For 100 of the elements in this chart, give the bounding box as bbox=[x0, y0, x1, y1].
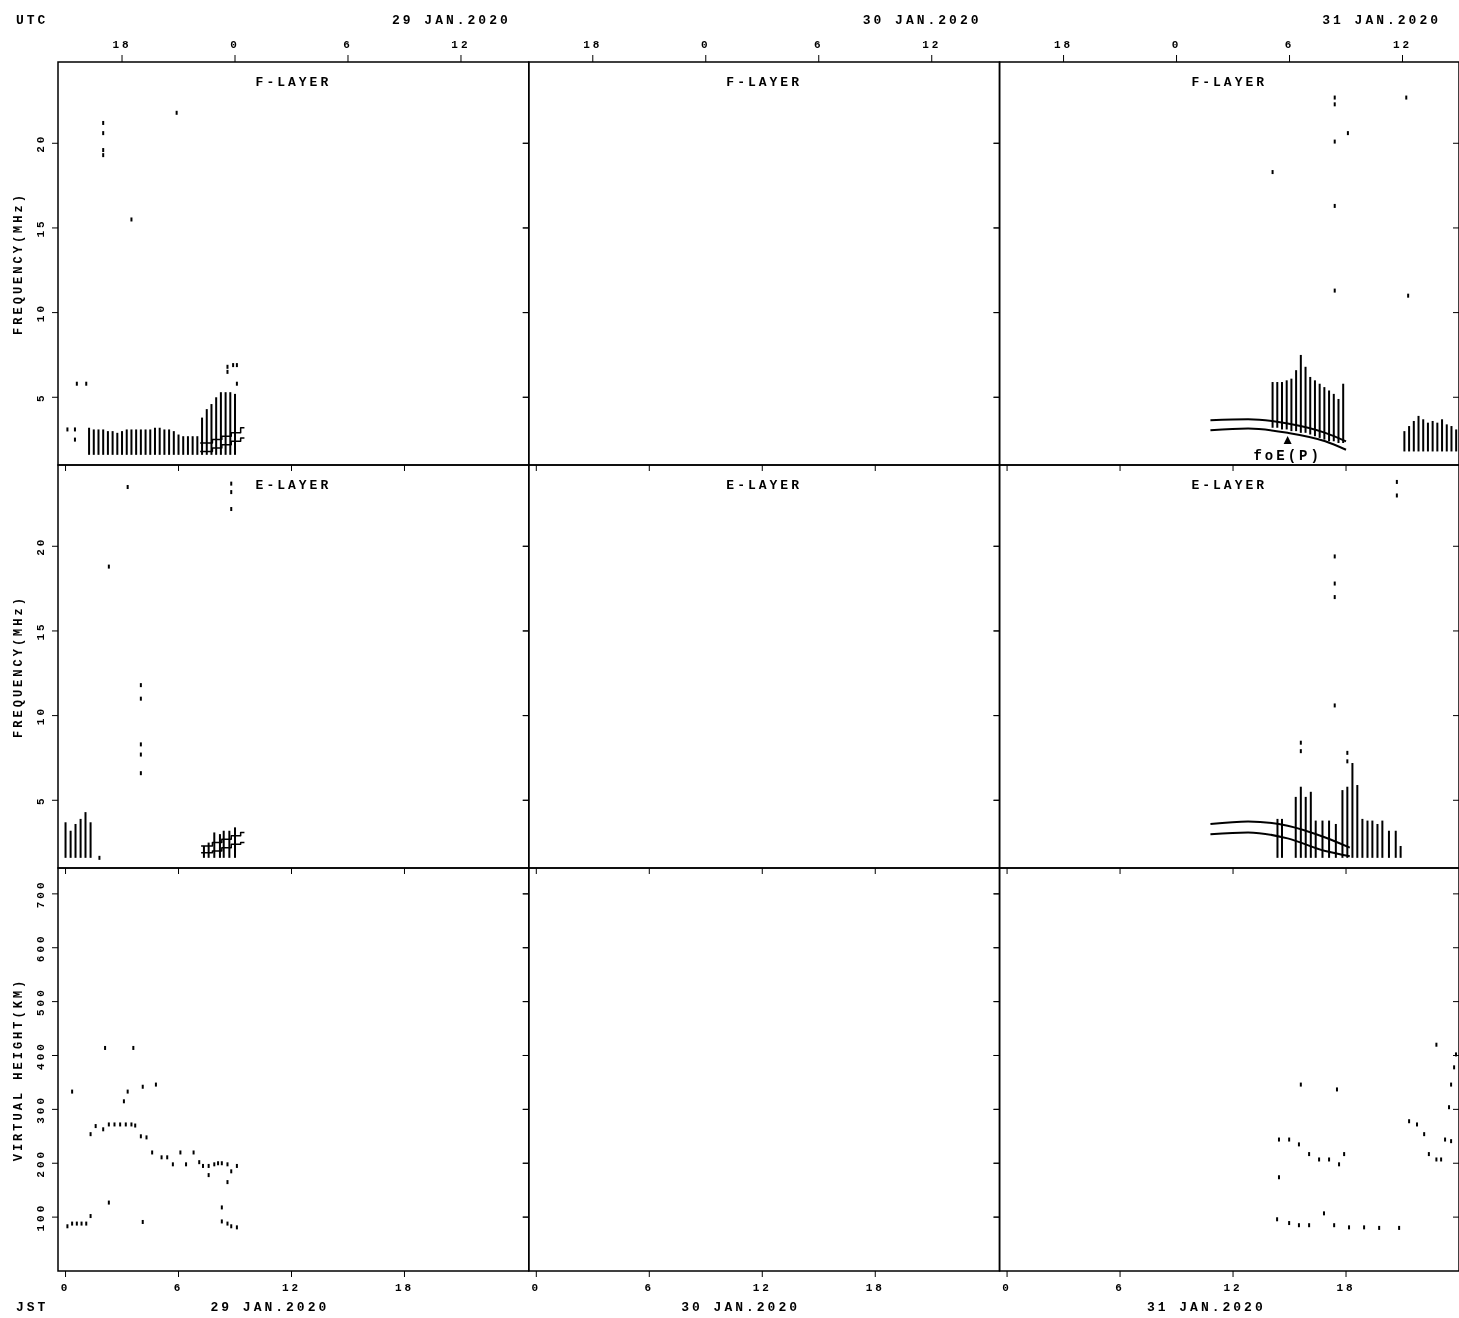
point bbox=[1299, 749, 1302, 754]
point bbox=[130, 217, 133, 222]
point bbox=[119, 1122, 122, 1127]
bar bbox=[88, 427, 91, 455]
point bbox=[175, 110, 178, 115]
bar bbox=[172, 431, 175, 455]
x-tick-label: 12 bbox=[1223, 1282, 1243, 1294]
point bbox=[1333, 139, 1336, 144]
point bbox=[1435, 1042, 1438, 1047]
bar bbox=[1441, 419, 1444, 452]
point bbox=[192, 1150, 195, 1155]
bar bbox=[1431, 420, 1434, 452]
bar bbox=[84, 812, 87, 858]
point bbox=[1408, 1119, 1411, 1124]
text: E-LAYER bbox=[726, 478, 802, 493]
point bbox=[1398, 1225, 1401, 1230]
point bbox=[1453, 1065, 1456, 1070]
point bbox=[154, 1082, 157, 1087]
point bbox=[220, 1205, 223, 1210]
point bbox=[1288, 1221, 1291, 1226]
point bbox=[130, 1122, 133, 1127]
point bbox=[1276, 1217, 1279, 1222]
point bbox=[139, 771, 142, 776]
point bbox=[1299, 740, 1302, 745]
point bbox=[213, 1162, 216, 1167]
x2-tick-label: 6 bbox=[1284, 39, 1295, 51]
point bbox=[1363, 1225, 1366, 1230]
x2-tick-label: 18 bbox=[1053, 39, 1074, 51]
point bbox=[1448, 1105, 1451, 1110]
y-axis-title: FREQUENCY(MHz) bbox=[12, 595, 26, 738]
y-tick-label: 500 bbox=[35, 987, 47, 1017]
point bbox=[89, 1132, 92, 1137]
y-axis-title: VIRTUAL HEIGHT(KM) bbox=[12, 977, 26, 1162]
bar bbox=[1445, 424, 1448, 452]
bar bbox=[144, 429, 147, 455]
point bbox=[89, 1214, 92, 1219]
bar bbox=[1436, 422, 1439, 452]
point bbox=[145, 1135, 148, 1140]
y-tick-label: 400 bbox=[35, 1041, 47, 1070]
point bbox=[235, 1163, 238, 1168]
bar bbox=[182, 436, 185, 455]
point bbox=[134, 1123, 137, 1128]
point bbox=[1333, 554, 1336, 559]
point bbox=[1333, 703, 1336, 708]
x2-tick-label: 0 bbox=[230, 39, 240, 51]
bar bbox=[97, 429, 100, 455]
point bbox=[73, 437, 76, 442]
point bbox=[113, 1122, 116, 1127]
point bbox=[107, 1200, 110, 1205]
bar bbox=[106, 431, 109, 455]
bar bbox=[1371, 820, 1374, 858]
bar bbox=[1408, 426, 1411, 452]
point bbox=[1423, 1132, 1426, 1137]
bar bbox=[191, 436, 194, 455]
text: F-LAYER bbox=[255, 75, 332, 90]
text: E-LAYER bbox=[1191, 478, 1268, 493]
bar bbox=[163, 429, 166, 455]
y-tick-label: 100 bbox=[35, 1202, 47, 1232]
point bbox=[220, 1219, 223, 1224]
point bbox=[1277, 1175, 1280, 1180]
point bbox=[220, 1161, 223, 1166]
point bbox=[230, 507, 233, 512]
bar bbox=[116, 432, 119, 455]
bar bbox=[89, 822, 92, 858]
bar bbox=[79, 818, 82, 858]
bar bbox=[130, 429, 133, 455]
point bbox=[1395, 493, 1398, 498]
bar bbox=[168, 429, 171, 455]
point bbox=[1395, 479, 1398, 484]
point bbox=[1416, 1122, 1419, 1127]
point bbox=[80, 1221, 83, 1226]
point bbox=[1271, 170, 1274, 175]
point bbox=[139, 683, 142, 688]
point bbox=[71, 1221, 74, 1226]
x2-tick-label: 12 bbox=[922, 39, 942, 51]
point bbox=[230, 490, 233, 495]
bar bbox=[102, 429, 105, 455]
point bbox=[1328, 1157, 1331, 1162]
point bbox=[1308, 1152, 1311, 1157]
y-axis-title: FREQUENCY(MHz) bbox=[12, 192, 26, 335]
point bbox=[102, 120, 105, 125]
point bbox=[179, 1150, 182, 1155]
point bbox=[1297, 1142, 1300, 1147]
y-tick-label: 20 bbox=[35, 536, 47, 556]
x2-tick-label: 0 bbox=[1171, 39, 1182, 51]
bar bbox=[139, 429, 142, 455]
point bbox=[226, 364, 229, 369]
x2-tick-label: 18 bbox=[583, 39, 603, 51]
point bbox=[73, 427, 76, 432]
bar bbox=[1426, 422, 1429, 452]
point bbox=[1335, 1087, 1338, 1092]
point bbox=[122, 1099, 125, 1104]
point bbox=[230, 481, 233, 486]
point bbox=[1288, 1137, 1291, 1142]
point bbox=[107, 1122, 110, 1127]
bar bbox=[64, 822, 67, 858]
point bbox=[151, 1150, 154, 1155]
bar bbox=[135, 429, 138, 455]
point bbox=[207, 1173, 210, 1178]
x-tick-label: 6 bbox=[644, 1282, 655, 1294]
